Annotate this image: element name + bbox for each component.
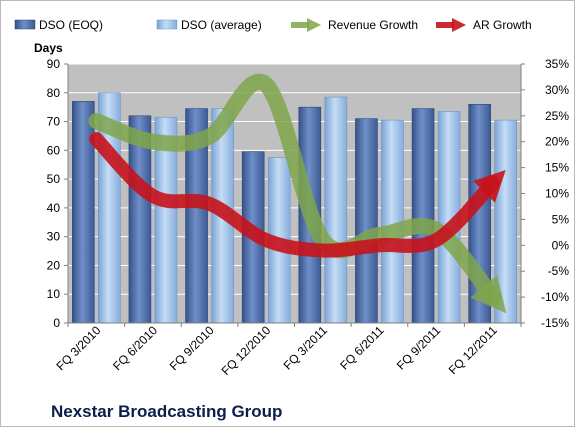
tick-label-left: 40 [47,201,61,215]
y-axis-left-title: Days [34,41,63,55]
tick-label-left: 10 [47,287,61,301]
line-ar-growth [89,132,506,258]
legend-item-ar-growth: AR Growth [436,18,532,32]
legend-swatch-dso-average [156,19,178,30]
legend-swatch-ar-growth-arrow [452,18,466,32]
tick-label-x: FQ 9/2011 [394,323,444,373]
bar-dso-average [381,119,404,324]
legend-label-revenue-growth: Revenue Growth [328,18,418,32]
legend-item-dso-eoq: DSO (EOQ) [14,18,103,32]
legend-label-ar-growth: AR Growth [473,18,532,32]
growth-lines [88,73,507,314]
tick-label-left: 30 [47,230,61,244]
tick-label-left: 20 [47,258,61,272]
tick-label-x: FQ 9/2010 [167,323,217,373]
y-axis-left: 0 10 20 30 40 50 60 70 80 90 [47,57,68,330]
tick-label-left: 90 [47,57,61,71]
bar-dso-average [324,96,348,324]
tick-label-right: 15% [545,161,569,175]
legend: DSO (EOQ) DSO (average) Revenue Growth A… [14,18,532,32]
tick-label-left: 0 [53,316,60,330]
x-axis: FQ 3/2010 FQ 6/2010 FQ 9/2010 FQ 12/2010 FQ … [53,323,522,378]
legend-swatch-dso-eoq [14,19,36,30]
tick-label-right: 0% [552,238,570,252]
tick-label-right: -10% [541,290,569,304]
tick-label-left: 80 [47,86,61,100]
tick-label-right: 35% [545,57,569,71]
tick-label-right: 25% [545,109,569,123]
tick-label-x: FQ 3/2010 [53,323,103,373]
tick-label-left: 50 [47,172,61,186]
tick-label-right: -15% [541,316,569,330]
tick-label-left: 60 [47,143,61,157]
legend-swatch-revenue-growth-arrow [307,18,321,32]
bar-dso-eoq [411,108,435,324]
bar-dso-eoq [355,118,378,324]
company-name: Nexstar Broadcasting Group [51,402,282,421]
tick-label-right: 30% [545,83,569,97]
tick-label-right: -5% [548,264,570,278]
tick-label-right: 20% [545,135,569,149]
tick-label-x: FQ 12/2010 [219,323,274,378]
legend-item-dso-average: DSO (average) [156,18,262,32]
line-revenue-growth [88,73,507,314]
tick-label-right: 10% [545,187,569,201]
tick-label-x: FQ 3/2011 [281,323,331,373]
tick-label-x: FQ 12/2011 [446,323,500,377]
legend-label-dso-average: DSO (average) [181,18,262,32]
y-axis-right: -15% -10% -5% 0% 5% 10% 15% 20% 25% 30% 35% [521,57,569,330]
legend-label-dso-eoq: DSO (EOQ) [39,18,103,32]
tick-label-right: 5% [552,212,570,226]
legend-item-revenue-growth: Revenue Growth [291,18,418,32]
tick-label-left: 70 [47,115,61,129]
tick-label-x: FQ 6/2011 [337,323,387,373]
tick-label-x: FQ 6/2010 [110,323,160,373]
